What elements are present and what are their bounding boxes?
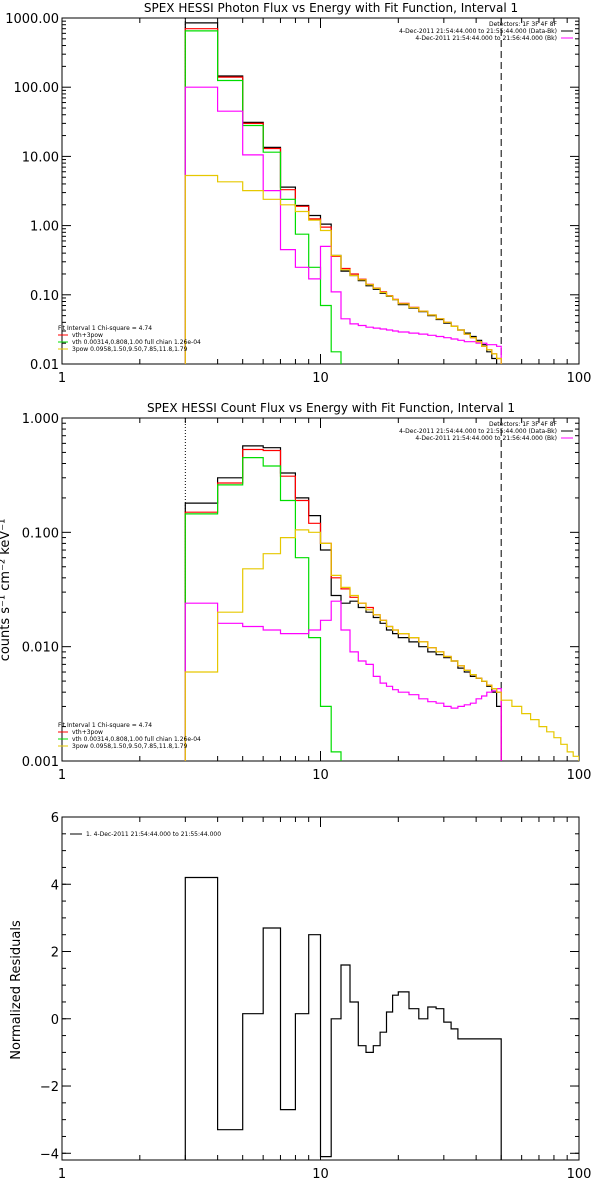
legend-entry: 4-Dec-2011 21:54:44.000 to 21:56:44.000 … [415, 35, 557, 42]
photon-flux-panel: SPEX HESSI Photon Flux vs Energy with Fi… [5, 1, 592, 386]
y-tick-label: 2 [51, 946, 59, 961]
legend-entry: 3pow 0.0958,1.50,9.50,7.85,11.8,1.79 [72, 743, 188, 750]
y-tick-label: 4 [51, 878, 59, 893]
series-line-data-bk [184, 445, 502, 761]
x-tick-label: 10 [312, 371, 329, 386]
legend-entry: Detectors: 1F 3F 4F 8F [489, 421, 558, 428]
x-tick-label: 100 [567, 371, 592, 386]
x-tick-label: 1 [58, 371, 66, 386]
y-tick-label: 10.00 [22, 150, 59, 165]
y-tick-label: 0.010 [22, 641, 59, 656]
series-line-vth [184, 457, 342, 761]
legend-entry: Fit Interval 1 Chi-square = 4.74 [58, 325, 152, 332]
legend-entry: vth 0.00314,0.808,1.00 full chian 1.26e-… [72, 736, 201, 743]
legend-entry: vth+3pow [72, 332, 103, 339]
y-tick-label: 1.00 [30, 220, 59, 235]
count-flux-panel: SPEX HESSI Count Flux vs Energy with Fit… [0, 401, 591, 783]
series-line-vth-3pow [184, 448, 502, 761]
legend-entry: 3pow 0.0958,1.50,9.50,7.85,11.8,1.79 [72, 346, 188, 353]
y-tick-label: 0.01 [30, 358, 59, 373]
series-group-1 [184, 445, 579, 761]
residuals-y-label: Normalized Residuals [9, 920, 24, 1060]
x-tick-label: 1 [58, 1167, 66, 1182]
y-tick-label: 6 [51, 811, 59, 826]
x-tick-label: 1 [58, 768, 66, 783]
series-line-bk [184, 86, 502, 364]
legend-entry: 1. 4-Dec-2011 21:54:44.000 to 21:55:44.0… [86, 831, 221, 838]
series-line-bk [184, 600, 502, 761]
residuals-panel: Normalized Residuals −4 −2 0 2 4 6 1 10 100 1. 4-… [9, 811, 591, 1182]
legend-entry: Detectors: 1F 3F 4F 8F [489, 21, 558, 28]
y-tick-label: −2 [40, 1080, 59, 1095]
legend-entry: 4-Dec-2011 21:54:44.000 to 21:56:44.000 … [415, 435, 557, 442]
x-tick-label: 100 [567, 1167, 592, 1182]
y-tick-label: 0 [51, 1013, 59, 1028]
series-line-vth [184, 30, 351, 364]
y-tick-label: 1000.00 [5, 12, 59, 27]
x-tick-label: 10 [312, 768, 329, 783]
legend-entry: 4-Dec-2011 21:54:44.000 to 21:55:44.000 … [399, 28, 557, 35]
series-line-3pow [184, 174, 532, 364]
photon-flux-title: SPEX HESSI Photon Flux vs Energy with Fi… [144, 1, 518, 15]
y-tick-label: 0.10 [30, 289, 59, 304]
x-tick-label: 10 [312, 1167, 329, 1182]
y-tick-label: 1.000 [22, 412, 59, 427]
photon-flux-plot-frame [61, 17, 580, 365]
series-group-0 [184, 22, 532, 364]
y-tick-label: 0.100 [22, 526, 59, 541]
x-tick-label: 100 [567, 768, 592, 783]
series-group-2 [184, 876, 502, 1160]
series-line-residuals [184, 876, 502, 1160]
series-line-data-bk [184, 22, 502, 364]
y-tick-label: 0.001 [22, 755, 59, 770]
legend-entry: vth+3pow [72, 729, 103, 736]
legend-entry: 4-Dec-2011 21:54:44.000 to 21:55:44.000 … [399, 428, 557, 435]
legend-entry: Fit Interval 1 Chi-square = 4.74 [58, 722, 152, 729]
y-tick-label: −4 [40, 1147, 59, 1162]
count-flux-y-label: counts s⁻¹ cm⁻² keV⁻¹ [0, 519, 13, 662]
y-tick-label: 100.00 [14, 81, 60, 96]
series-line-vth-3pow [184, 28, 502, 364]
series-line-3pow [184, 529, 579, 761]
legend-entry: vth 0.00314,0.808,1.00 full chian 1.26e-… [72, 339, 201, 346]
count-flux-title: SPEX HESSI Count Flux vs Energy with Fit… [147, 401, 515, 415]
